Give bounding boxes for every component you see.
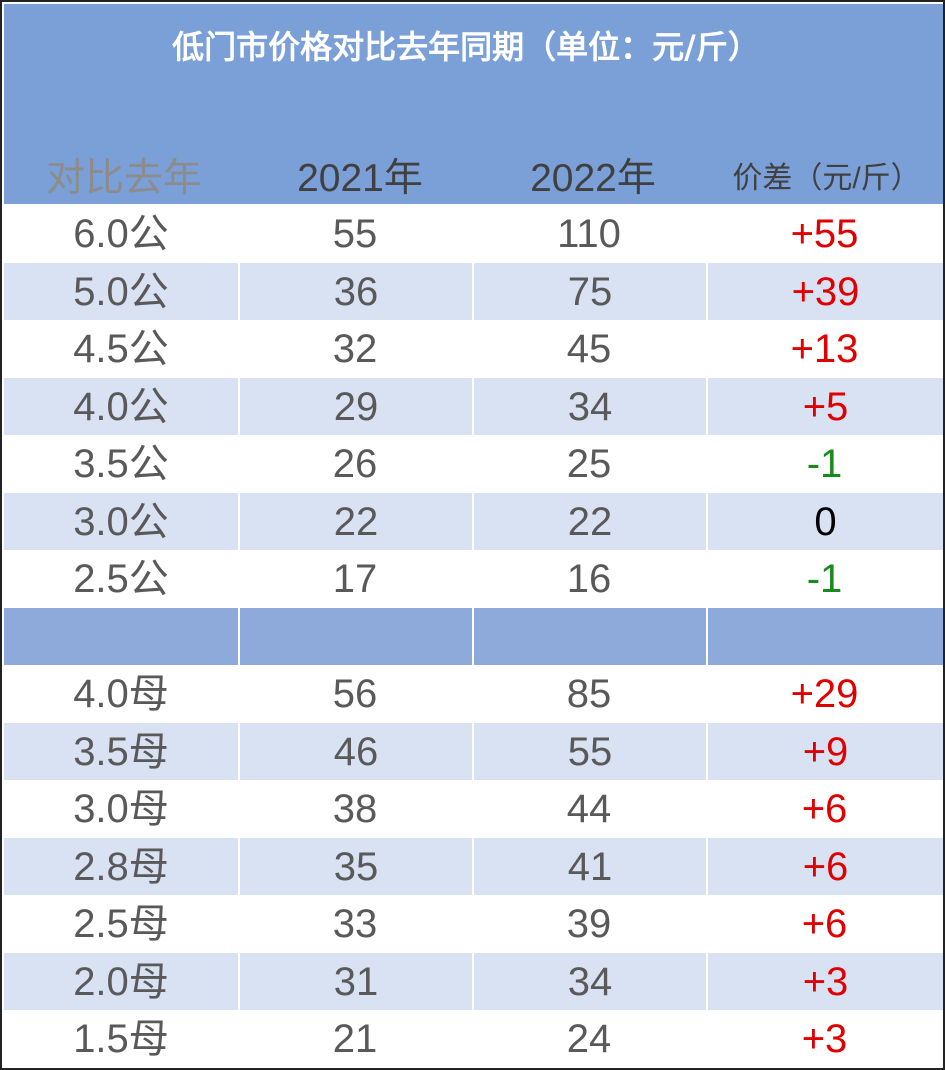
price-2021-cell: 21 (332, 1017, 378, 1061)
table-header: 低门市价格对比去年同期（单位：元/斤） 对比去年 2021年 2022年 价差（… (4, 4, 943, 204)
column-header-diff: 价差（元/斤） (732, 162, 921, 195)
price-2022-cell: 85 (566, 672, 612, 716)
table-row: 2.5母 33 39 +6 (4, 895, 943, 953)
diff-cell: +29 (790, 672, 859, 716)
price-2022-cell: 41 (472, 837, 706, 896)
spec-cell: 2.0母 (73, 959, 169, 1004)
table-row: 2.0母 31 34 +3 (4, 952, 943, 1011)
price-2021-cell: 31 (238, 952, 472, 1011)
diff-cell: +6 (801, 902, 848, 946)
price-2021-cell: 26 (332, 442, 378, 486)
table-row: 2.8母 35 41 +6 (4, 837, 943, 896)
diff-cell: +6 (801, 787, 848, 831)
price-2021-cell: 36 (238, 262, 472, 321)
price-2022-cell: 34 (472, 377, 706, 436)
diff-cell: +39 (706, 262, 943, 321)
price-2022-cell: 45 (566, 327, 612, 371)
spec-cell: 3.5母 (73, 729, 169, 774)
spec-cell: 2.8母 (73, 844, 169, 889)
table-row: 4.0公 29 34 +5 (4, 377, 943, 436)
price-2021-cell: 32 (332, 327, 378, 371)
price-2021-cell: 38 (332, 787, 378, 831)
price-2021-cell: 55 (332, 212, 378, 256)
separator-cell (472, 607, 706, 666)
diff-cell: -1 (806, 557, 843, 601)
spec-cell: 3.0公 (73, 499, 169, 544)
diff-cell: +6 (706, 837, 943, 896)
separator-cell (706, 607, 943, 666)
table-row: 1.5母 21 24 +3 (4, 1010, 943, 1068)
price-2022-cell: 24 (566, 1017, 612, 1061)
spec-cell: 2.5母 (73, 902, 169, 946)
price-2021-cell: 29 (238, 377, 472, 436)
diff-cell: +9 (706, 722, 943, 781)
table-row: 5.0公 36 75 +39 (4, 262, 943, 321)
table-row: 4.5公 32 45 +13 (4, 320, 943, 378)
spec-cell: 2.5公 (73, 557, 169, 601)
table-title: 低门市价格对比去年同期（单位：元/斤） (172, 28, 760, 66)
price-2022-cell: 55 (472, 722, 706, 781)
group-separator-row (4, 607, 943, 666)
column-header-compare: 对比去年 (45, 157, 202, 200)
price-2022-cell: 34 (472, 952, 706, 1011)
separator-cell (4, 608, 238, 666)
price-2021-cell: 17 (332, 557, 378, 601)
column-header-2022: 2022年 (530, 157, 656, 200)
price-2021-cell: 46 (238, 722, 472, 781)
price-2022-cell: 44 (566, 787, 612, 831)
price-2021-cell: 35 (238, 837, 472, 896)
spec-cell: 1.5母 (73, 1017, 169, 1061)
price-2022-cell: 25 (566, 442, 612, 486)
spec-cell: 5.0公 (73, 269, 169, 314)
separator-cell (238, 607, 472, 666)
table-row: 3.5母 46 55 +9 (4, 722, 943, 781)
table-row: 3.0公 22 22 0 (4, 492, 943, 551)
diff-cell: +55 (790, 212, 859, 256)
column-header-2021: 2021年 (297, 157, 423, 200)
price-2022-cell: 110 (557, 212, 621, 256)
spec-cell: 6.0公 (73, 212, 169, 256)
price-2022-cell: 16 (566, 557, 612, 601)
price-2022-cell: 39 (566, 902, 612, 946)
spec-cell: 3.5公 (73, 442, 169, 486)
diff-cell: +3 (801, 1017, 848, 1061)
price-2021-cell: 33 (332, 902, 378, 946)
spec-cell: 3.0母 (73, 787, 169, 831)
spec-cell: 4.5公 (73, 327, 169, 371)
table-row: 3.5公 26 25 -1 (4, 435, 943, 493)
diff-cell: -1 (806, 442, 843, 486)
table-row: 2.5公 17 16 -1 (4, 550, 943, 608)
diff-cell: 0 (706, 492, 943, 551)
price-2021-cell: 56 (332, 672, 378, 716)
table-row: 6.0公 55 110 +55 (4, 205, 943, 263)
spec-cell: 4.0公 (73, 384, 169, 429)
table-row: 3.0母 38 44 +6 (4, 780, 943, 838)
diff-cell: +3 (706, 952, 943, 1011)
price-2022-cell: 75 (472, 262, 706, 321)
price-2021-cell: 22 (238, 492, 472, 551)
diff-cell: +13 (790, 327, 859, 371)
spec-cell: 4.0母 (73, 672, 169, 716)
price-2022-cell: 22 (472, 492, 706, 551)
table-row: 4.0母 56 85 +29 (4, 665, 943, 723)
diff-cell: +5 (706, 377, 943, 436)
